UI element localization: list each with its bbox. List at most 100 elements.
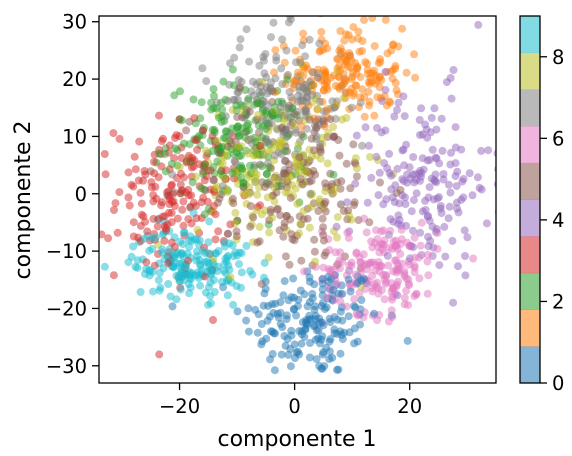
data-point-class-7	[269, 18, 278, 27]
data-point-class-8	[352, 164, 361, 173]
data-point-class-9	[195, 236, 204, 245]
data-point-class-2	[171, 144, 180, 153]
data-point-class-3	[124, 168, 133, 177]
data-point-class-4	[432, 178, 441, 187]
data-point-class-4	[431, 153, 440, 162]
data-point-class-3	[161, 224, 170, 233]
data-point-class-0	[308, 294, 317, 303]
data-point-class-6	[372, 226, 380, 235]
data-point-class-4	[439, 175, 448, 184]
data-point-class-3	[222, 166, 230, 175]
data-point-class-3	[179, 221, 188, 230]
data-point-class-1	[352, 81, 361, 90]
data-point-class-4	[428, 145, 437, 154]
data-point-class-4	[449, 66, 458, 74]
data-point-class-8	[231, 208, 240, 217]
data-point-class-7	[301, 105, 310, 114]
data-point-class-5	[260, 183, 269, 191]
data-point-class-4	[421, 206, 430, 214]
data-point-class-4	[394, 98, 403, 107]
data-point-class-7	[202, 77, 211, 86]
data-point-class-1	[358, 85, 367, 94]
data-point-class-4	[416, 166, 424, 175]
data-point-class-9	[248, 270, 257, 279]
data-point-class-1	[382, 101, 391, 110]
data-point-class-5	[249, 213, 258, 222]
colorbar	[519, 15, 541, 384]
data-point-class-0	[318, 299, 327, 307]
data-point-class-8	[305, 223, 314, 232]
data-point-class-8	[202, 146, 210, 155]
data-point-class-0	[280, 277, 289, 286]
data-point-class-3	[139, 176, 147, 185]
data-point-class-0	[244, 304, 253, 313]
data-point-class-9	[223, 291, 232, 300]
data-point-class-3	[182, 158, 191, 167]
data-point-class-3	[164, 259, 173, 268]
data-point-class-4	[440, 222, 449, 231]
data-point-class-2	[188, 178, 197, 187]
data-point-class-5	[330, 132, 339, 141]
data-point-class-4	[383, 251, 392, 260]
data-point-class-4	[435, 159, 444, 168]
data-point-class-7	[295, 82, 304, 91]
data-point-class-5	[277, 124, 286, 132]
data-point-class-9	[201, 288, 210, 297]
data-point-class-4	[463, 233, 472, 242]
data-point-class-4	[437, 209, 446, 218]
data-point-class-3	[140, 167, 149, 175]
data-point-class-8	[175, 163, 184, 171]
data-point-class-6	[388, 295, 397, 304]
data-point-class-4	[468, 191, 477, 200]
data-point-class-8	[253, 190, 262, 199]
data-point-class-8	[251, 151, 260, 160]
data-point-class-3	[223, 229, 232, 238]
data-point-class-4	[461, 271, 470, 280]
data-point-class-1	[411, 73, 420, 82]
data-point-class-6	[350, 295, 359, 303]
data-point-class-4	[474, 20, 483, 29]
data-point-class-7	[256, 82, 265, 91]
data-point-class-0	[336, 349, 345, 358]
data-point-class-2	[161, 167, 170, 176]
data-point-class-4	[343, 198, 352, 207]
data-point-class-9	[184, 236, 193, 245]
data-point-class-6	[392, 268, 401, 277]
data-point-class-6	[423, 250, 432, 259]
data-point-class-0	[344, 275, 353, 284]
data-point-class-5	[320, 200, 329, 208]
y-tick-label: 20	[62, 68, 87, 91]
data-point-class-7	[278, 35, 287, 44]
data-point-class-4	[457, 195, 466, 204]
data-point-class-1	[323, 85, 332, 94]
data-point-class-9	[229, 300, 238, 309]
data-point-class-0	[258, 337, 267, 346]
data-point-class-7	[315, 97, 324, 106]
data-point-class-3	[184, 151, 193, 160]
data-point-class-9	[225, 239, 234, 248]
data-point-class-8	[333, 233, 341, 242]
data-point-class-5	[275, 226, 284, 235]
data-point-class-4	[416, 228, 425, 237]
data-point-class-4	[381, 86, 390, 94]
data-point-class-0	[291, 354, 299, 363]
data-point-class-4	[372, 152, 381, 161]
data-point-class-1	[270, 68, 278, 77]
data-point-class-8	[339, 94, 348, 103]
data-point-class-0	[350, 339, 359, 348]
data-point-class-4	[385, 169, 394, 177]
data-point-class-2	[217, 98, 226, 107]
data-point-class-0	[351, 303, 360, 312]
x-axis-label: componente 1	[218, 427, 377, 452]
data-point-class-2	[209, 104, 218, 113]
data-point-class-4	[430, 104, 439, 113]
data-point-class-3	[170, 242, 179, 251]
colorbar-tick-label: 8	[552, 46, 564, 69]
data-point-class-2	[179, 139, 188, 148]
data-point-class-8	[366, 153, 374, 161]
data-point-class-4	[427, 113, 436, 122]
data-point-class-5	[319, 223, 328, 232]
data-point-class-4	[432, 225, 441, 233]
data-point-class-5	[232, 232, 241, 241]
data-point-class-2	[228, 65, 237, 74]
